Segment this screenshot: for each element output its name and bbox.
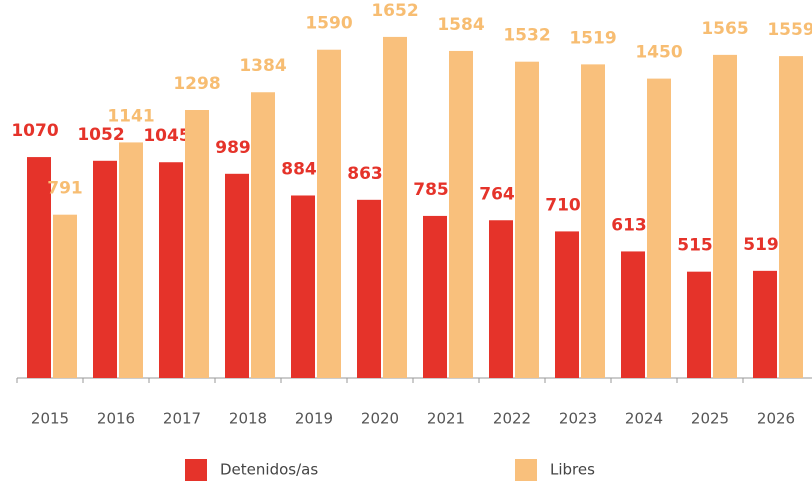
legend-label: Libres	[550, 461, 595, 479]
value-label: 710	[545, 195, 581, 215]
value-label: 1559	[767, 20, 812, 40]
bar	[225, 173, 249, 378]
value-label: 791	[47, 179, 83, 199]
value-label: 1045	[143, 126, 190, 146]
bar	[687, 271, 711, 378]
value-label: 1070	[11, 121, 58, 141]
bar	[159, 162, 183, 378]
bar	[357, 199, 381, 378]
bar	[555, 231, 579, 378]
bar	[251, 92, 275, 379]
bar	[713, 54, 737, 378]
bar	[489, 220, 513, 378]
value-label: 1565	[701, 19, 748, 39]
bar	[753, 270, 777, 378]
value-label: 515	[677, 236, 713, 256]
bar	[779, 56, 803, 378]
x-tick-label: 2026	[757, 410, 795, 428]
x-tick-label: 2024	[625, 410, 663, 428]
value-label: 1532	[503, 26, 550, 46]
value-label: 863	[347, 164, 383, 184]
legend-label: Detenidos/as	[220, 461, 318, 479]
legend-swatch	[515, 459, 537, 481]
bar	[119, 142, 143, 378]
bar	[93, 160, 117, 378]
bar	[317, 49, 341, 379]
x-tick-label: 2019	[295, 410, 333, 428]
value-label: 613	[611, 215, 647, 235]
value-label: 764	[479, 184, 515, 204]
bar	[581, 64, 605, 378]
value-label: 785	[413, 180, 449, 200]
value-label: 519	[743, 235, 779, 255]
value-label: 884	[281, 159, 317, 179]
bar	[185, 110, 209, 379]
x-tick-label: 2023	[559, 410, 597, 428]
x-tick-label: 2018	[229, 410, 267, 428]
value-label: 1450	[635, 43, 682, 63]
value-label: 989	[215, 138, 251, 158]
value-label: 1141	[107, 106, 154, 126]
x-tick-label: 2015	[31, 410, 69, 428]
x-tick-label: 2017	[163, 410, 201, 428]
value-label: 1519	[569, 28, 616, 48]
value-label: 1052	[77, 125, 124, 145]
value-label: 1298	[173, 74, 220, 94]
value-label: 1590	[305, 14, 352, 34]
x-tick-label: 2025	[691, 410, 729, 428]
bar	[27, 157, 51, 378]
bar	[621, 251, 645, 378]
x-tick-label: 2021	[427, 410, 465, 428]
value-label: 1584	[437, 15, 484, 35]
value-label: 1652	[371, 1, 418, 21]
bar	[449, 50, 473, 378]
bar	[383, 36, 407, 379]
legend-swatch	[185, 459, 207, 481]
x-tick-label: 2016	[97, 410, 135, 428]
x-tick-label: 2020	[361, 410, 399, 428]
bar	[53, 214, 77, 378]
value-label: 1384	[239, 56, 286, 76]
bar	[423, 215, 447, 378]
bar	[515, 61, 539, 378]
x-tick-label: 2022	[493, 410, 531, 428]
bar	[291, 195, 315, 378]
bar	[647, 78, 671, 378]
